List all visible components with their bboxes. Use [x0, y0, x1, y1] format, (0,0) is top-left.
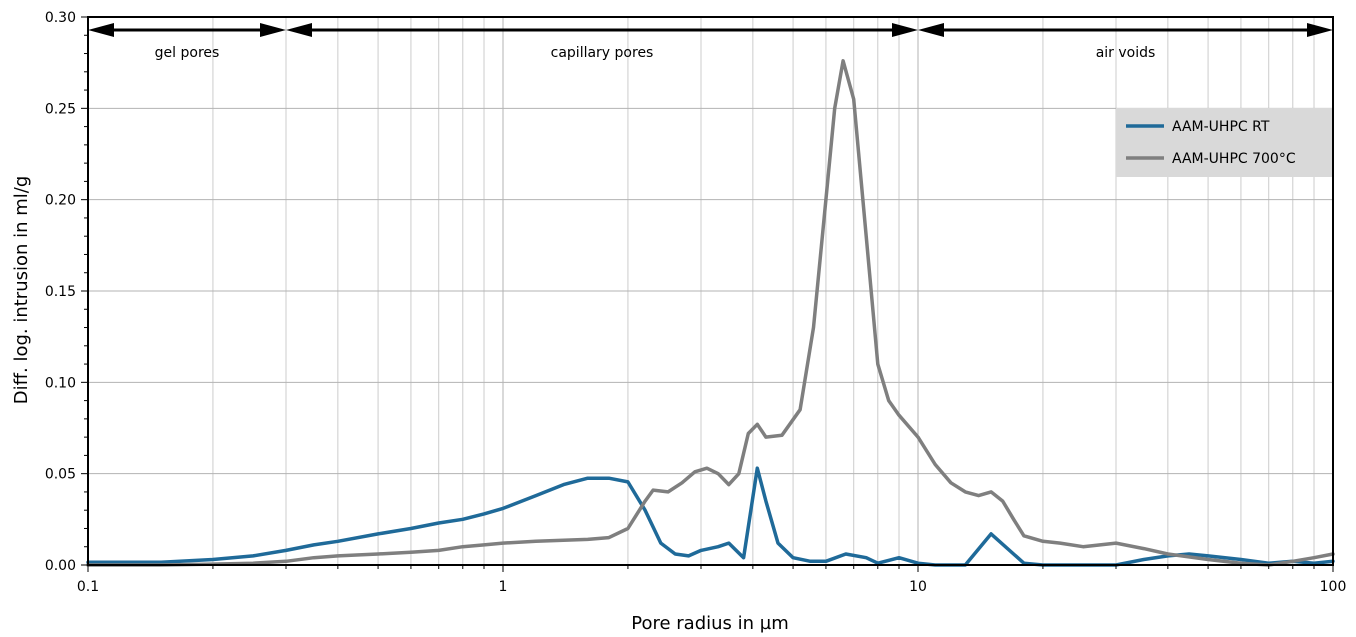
y-axis-title: Diff. log. intrusion in ml/g [11, 176, 32, 405]
x-tick-label: 100 [1320, 579, 1347, 595]
x-axis-title: Pore radius in µm [631, 613, 789, 634]
region-label: capillary pores [551, 45, 654, 61]
region-arrowhead-left [88, 23, 114, 37]
y-tick-label: 0.00 [45, 558, 76, 574]
series-line-2 [86, 59, 1335, 567]
axes-layer: 0.1 1 10 100 0.00 0.05 0.10 0.15 0.20 0.25 0.30 [45, 10, 1347, 595]
y-tick-label: 0.20 [45, 193, 76, 209]
region-arrowhead-left [286, 23, 313, 37]
legend-label: AAM-UHPC 700°C [1172, 151, 1296, 167]
region-label: air voids [1096, 45, 1156, 61]
legend: AAM-UHPC RT AAM-UHPC 700°C [1116, 108, 1332, 177]
region-arrows: gel pores capillary pores air voids [88, 23, 1333, 61]
y-tick-label: 0.25 [45, 101, 76, 117]
y-tick-label: 0.15 [45, 284, 76, 300]
region-arrowhead-right [260, 23, 287, 37]
y-tick-label: 0.30 [45, 10, 76, 26]
legend-label: AAM-UHPC RT [1172, 119, 1270, 135]
y-tick-label: 0.10 [45, 375, 76, 391]
x-tick-label: 1 [499, 579, 508, 595]
grid-layer [87, 16, 1333, 566]
x-tick-label: 0.1 [77, 579, 99, 595]
region-arrowhead-right [892, 23, 918, 37]
x-tick-label: 10 [909, 579, 927, 595]
region-arrowhead-right [1307, 23, 1333, 37]
legend-box [1116, 108, 1332, 177]
region-label: gel pores [155, 45, 220, 61]
region-arrowhead-left [918, 23, 944, 37]
y-tick-label: 0.05 [45, 467, 76, 483]
